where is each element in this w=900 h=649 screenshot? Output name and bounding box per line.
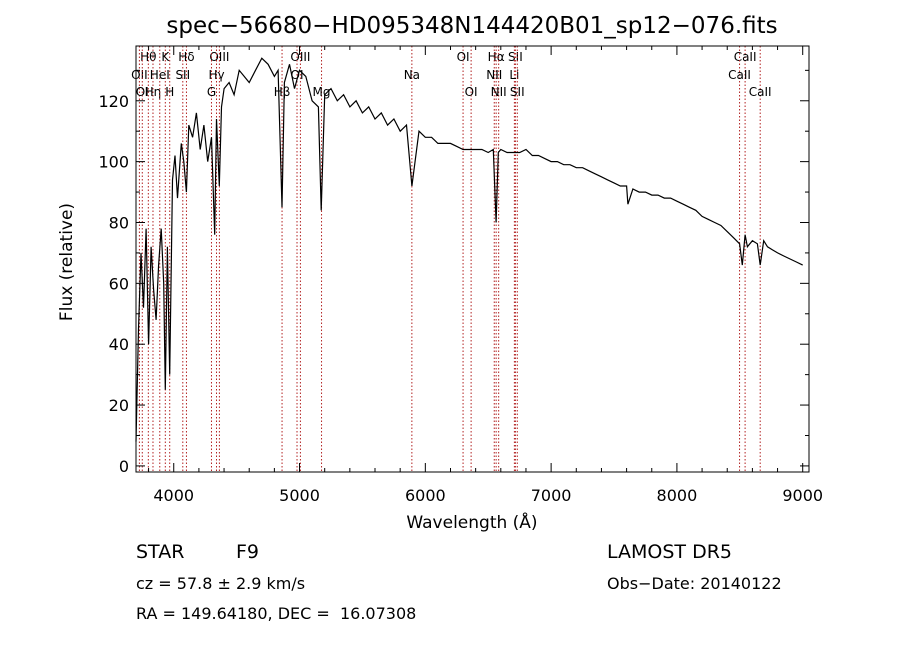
observation-date: Obs−Date: 20140122 [607, 574, 782, 593]
line-label: Hγ [208, 68, 224, 82]
line-label: OI [136, 85, 149, 99]
line-label: SII [175, 68, 190, 82]
y-tick-label: 120 [98, 92, 129, 111]
line-label: CaII [734, 50, 757, 64]
x-tick-label: 6000 [405, 486, 446, 505]
x-tick-label: 5000 [279, 486, 320, 505]
x-axis: 4000 5000 6000 7000 8000 9000 [148, 46, 823, 505]
x-tick-label: 8000 [657, 486, 698, 505]
line-label: HeI [150, 68, 170, 82]
line-label: Hβ [274, 85, 291, 99]
line-label: Hδ [178, 50, 194, 64]
y-axis: 0 20 40 60 80 100 120 [98, 69, 809, 476]
y-axis-label: Flux (relative) [57, 203, 77, 321]
line-label: CaII [749, 85, 772, 99]
line-label: CaII [728, 68, 751, 82]
y-tick-label: 20 [109, 396, 129, 415]
y-tick-label: 100 [98, 153, 129, 172]
survey-name: LAMOST DR5 [607, 541, 732, 563]
x-axis-label: Wavelength (Å) [406, 511, 537, 533]
line-label: K [161, 50, 170, 64]
object-class: STAR [136, 541, 185, 563]
coordinates: RA = 149.64180, DEC = 16.07308 [136, 604, 417, 623]
line-label: NII [486, 68, 502, 82]
x-tick-label: 4000 [153, 486, 194, 505]
line-label: G [207, 85, 216, 99]
line-label: OI [465, 85, 478, 99]
redshift-value: cz = 57.8 ± 2.9 km/s [136, 574, 306, 593]
line-label: SII [510, 85, 525, 99]
y-tick-label: 60 [109, 274, 129, 293]
line-label: Mg [313, 85, 331, 99]
line-label: Li [509, 68, 519, 82]
line-label: H [165, 85, 174, 99]
y-tick-label: 80 [109, 213, 129, 232]
x-tick-label: 9000 [782, 486, 823, 505]
line-label: NII [491, 85, 507, 99]
line-label: OIII [290, 50, 310, 64]
spectrum-line [135, 57, 803, 442]
line-label: Na [404, 68, 420, 82]
line-label: OII [131, 68, 148, 82]
line-label: Hα [488, 50, 505, 64]
chart-title: spec−56680−HD095348N144420B01_sp12−076.f… [166, 13, 777, 39]
y-tick-label: 0 [119, 457, 129, 476]
line-label: OI [457, 50, 470, 64]
line-label: Hη [145, 85, 162, 99]
line-label: OIII [209, 50, 229, 64]
y-tick-label: 40 [109, 335, 129, 354]
line-label: Hθ [140, 50, 156, 64]
x-tick-label: 7000 [531, 486, 572, 505]
plot-frame [135, 45, 810, 473]
line-label: SII [508, 50, 523, 64]
spectral-subclass: F9 [236, 541, 260, 563]
